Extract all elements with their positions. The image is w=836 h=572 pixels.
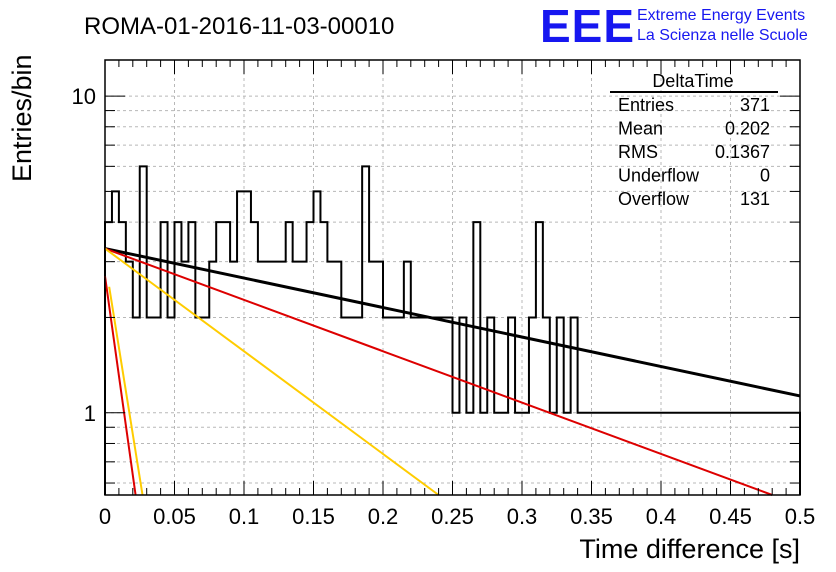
fit-lines-layer xyxy=(104,247,801,496)
x-tick-label: 0.25 xyxy=(431,504,474,529)
stats-value: 371 xyxy=(740,95,770,115)
logo-letters: EEE xyxy=(540,0,635,52)
eee-logo: EEE Extreme Energy Events La Scienza nel… xyxy=(540,0,808,52)
stats-title: DeltaTime xyxy=(652,71,733,91)
x-tick-label: 0.35 xyxy=(570,504,613,529)
x-tick-labels: 0 0.05 0.1 0.15 0.2 0.25 0.3 0.35 0.4 0.45 0.5 xyxy=(99,504,815,529)
fit-line-red-3 xyxy=(104,276,137,496)
stats-value: 0.202 xyxy=(725,119,770,139)
fit-line-orange-2 xyxy=(104,247,440,496)
x-tick-label: 0.2 xyxy=(368,504,399,529)
stats-label: Underflow xyxy=(618,166,700,186)
histogram-deltatime xyxy=(104,165,801,495)
stats-label: Entries xyxy=(618,95,674,115)
x-tick-label: 0 xyxy=(99,504,111,529)
stats-label: RMS xyxy=(618,142,658,162)
x-tick-label: 0.1 xyxy=(229,504,260,529)
fit-line-red-1 xyxy=(104,247,773,496)
x-axis-title: Time difference [s] xyxy=(579,534,800,564)
x-tick-label: 0.3 xyxy=(507,504,538,529)
stats-value: 0 xyxy=(760,166,770,186)
stats-label: Overflow xyxy=(618,189,690,209)
stats-rows: Entries 371 Mean 0.202 RMS 0.1367 Underflow 0 Ov… xyxy=(618,95,770,209)
fit-line-black-0 xyxy=(104,247,801,398)
logo-line-2: La Scienza nelle Scuole xyxy=(637,27,808,44)
x-tick-label: 0.4 xyxy=(646,504,677,529)
histogram-layer xyxy=(104,165,801,495)
stats-value: 131 xyxy=(740,189,770,209)
chart-title: ROMA-01-2016-11-03-00010 xyxy=(84,13,394,40)
plot-frame xyxy=(104,59,801,496)
x-tick-label: 0.05 xyxy=(153,504,196,529)
y-tick-labels: 1 10 xyxy=(72,84,96,426)
stats-value: 0.1367 xyxy=(715,142,770,162)
stats-box: DeltaTime Entries 371 Mean 0.202 RMS 0.1367 Un… xyxy=(610,71,778,209)
fit-line-orange-4 xyxy=(108,286,144,496)
y-tick-label: 10 xyxy=(72,84,96,109)
stats-label: Mean xyxy=(618,119,663,139)
x-tick-label: 0.5 xyxy=(785,504,816,529)
logo-line-1: Extreme Energy Events xyxy=(637,7,805,24)
y-axis-title: Entries/bin xyxy=(7,54,37,182)
y-tick-label: 1 xyxy=(84,401,96,426)
x-tick-label: 0.15 xyxy=(292,504,335,529)
x-tick-label: 0.45 xyxy=(709,504,752,529)
